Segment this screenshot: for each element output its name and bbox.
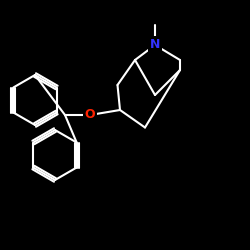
- Text: O: O: [85, 108, 95, 122]
- Text: N: N: [150, 38, 160, 52]
